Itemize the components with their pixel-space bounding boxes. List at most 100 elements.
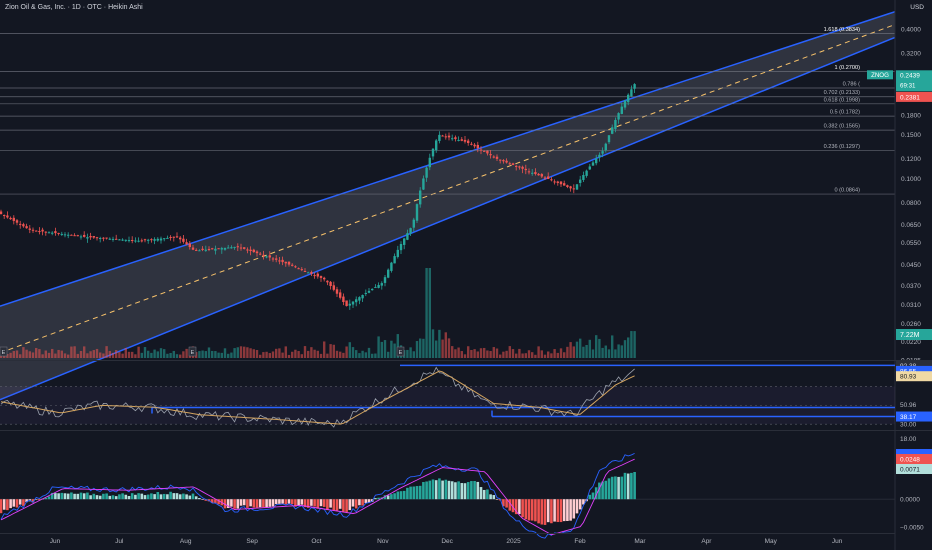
- macd-histogram-bar: [591, 492, 595, 500]
- macd-histogram-bar: [303, 499, 307, 508]
- last-price-label: 0.2439: [900, 72, 920, 79]
- volume-bar: [428, 268, 431, 358]
- volume-bar: [355, 350, 358, 358]
- macd-histogram-bar: [172, 493, 176, 500]
- candle-body: [319, 276, 323, 278]
- candle-body: [339, 292, 342, 298]
- volume-bar: [364, 352, 367, 358]
- time-axis-tick: May: [765, 538, 778, 545]
- candle-body: [527, 171, 531, 173]
- volume-bar: [508, 346, 511, 358]
- macd-histogram-bar: [415, 486, 419, 500]
- macd-histogram-bar: [383, 495, 387, 500]
- candle-body: [511, 163, 515, 165]
- volume-bar: [63, 353, 67, 358]
- macd-histogram-bar: [34, 499, 38, 500]
- candle-body: [70, 234, 73, 236]
- macd-histogram-bar: [559, 499, 563, 523]
- macd-histogram-bar: [111, 495, 115, 500]
- volume-bar: [47, 352, 51, 358]
- candle-body: [198, 250, 201, 252]
- volume-bar: [134, 354, 137, 358]
- candle-body: [499, 159, 502, 161]
- volume-bar: [358, 353, 361, 358]
- volume-bar: [617, 344, 620, 358]
- volume-bar: [102, 353, 105, 358]
- candle-body: [467, 140, 470, 143]
- volume-bar: [422, 338, 425, 358]
- candle-body: [601, 151, 604, 154]
- fib-label: 0.786 (: [843, 81, 861, 87]
- volume-bar: [323, 341, 326, 358]
- candle-body: [236, 246, 239, 248]
- macd-histogram-bar: [63, 493, 67, 500]
- candle-body: [188, 243, 191, 248]
- macd-axis-tick: 18.00: [900, 436, 917, 443]
- macd-histogram-bar: [230, 499, 233, 507]
- macd-histogram-bar: [38, 499, 41, 501]
- macd-histogram-bar: [342, 499, 345, 512]
- volume-bar: [547, 351, 550, 358]
- time-axis-tick: Jun: [832, 538, 843, 545]
- volume-bar: [598, 338, 601, 358]
- rsi-axis-tick: 50.96: [900, 402, 917, 409]
- candle-body: [556, 181, 559, 183]
- volume-bar: [607, 349, 611, 358]
- macd-histogram-bar: [610, 476, 614, 500]
- volume-bar: [300, 354, 303, 358]
- candle-body: [51, 232, 54, 234]
- candle-body: [588, 166, 591, 170]
- candle-body: [275, 258, 278, 260]
- macd-value-label: 0.0248: [900, 457, 920, 464]
- candle-body: [310, 272, 313, 274]
- macd-histogram-bar: [620, 476, 624, 500]
- macd-histogram-bar: [377, 497, 380, 500]
- volume-bar: [396, 334, 399, 358]
- candle-body: [332, 285, 335, 290]
- volume-bar: [217, 352, 220, 358]
- macd-histogram-bar: [422, 482, 425, 500]
- candle-body: [35, 230, 38, 232]
- volume-bar: [70, 346, 73, 358]
- candle-body: [508, 163, 511, 165]
- macd-histogram-bar: [118, 494, 121, 500]
- macd-histogram-bar: [306, 499, 310, 508]
- candle-body: [451, 138, 454, 140]
- volume-bar: [159, 348, 163, 358]
- price-axis-tick: 0.0650: [901, 222, 921, 229]
- macd-histogram-bar: [166, 494, 169, 500]
- volume-bar: [310, 347, 313, 358]
- macd-histogram-bar: [614, 476, 617, 500]
- volume-bar: [153, 349, 156, 358]
- volume-bar: [79, 351, 83, 358]
- rsi-mid-band-tag: [896, 365, 932, 376]
- candle-body: [505, 160, 508, 163]
- macd-histogram-bar: [274, 499, 278, 505]
- candle-body: [134, 240, 137, 242]
- time-axis-tick: Feb: [574, 538, 586, 545]
- volume-bar: [271, 351, 275, 358]
- volume-bar: [595, 335, 598, 358]
- volume-bar: [441, 339, 444, 358]
- candle-body: [620, 106, 623, 114]
- macd-histogram-bar: [598, 482, 601, 500]
- macd-histogram-bar: [73, 493, 76, 500]
- candle-body: [291, 264, 294, 266]
- candle-body: [444, 136, 447, 138]
- volume-bar: [579, 338, 582, 358]
- time-axis-tick: 2025: [506, 538, 521, 545]
- macd-histogram-bar: [540, 499, 544, 525]
- macd-histogram-bar: [57, 493, 60, 500]
- volume-bar: [550, 353, 553, 358]
- macd-histogram-bar: [22, 499, 25, 506]
- volume-bar: [319, 353, 323, 358]
- macd-histogram-bar: [601, 481, 604, 500]
- macd-histogram-bar: [255, 499, 259, 508]
- macd-histogram-bar: [98, 495, 102, 500]
- volume-bar: [239, 346, 243, 358]
- candle-body: [207, 248, 211, 250]
- candle-body: [12, 217, 15, 221]
- volume-bar: [351, 347, 355, 358]
- price-axis-tick: 0.1200: [901, 156, 921, 163]
